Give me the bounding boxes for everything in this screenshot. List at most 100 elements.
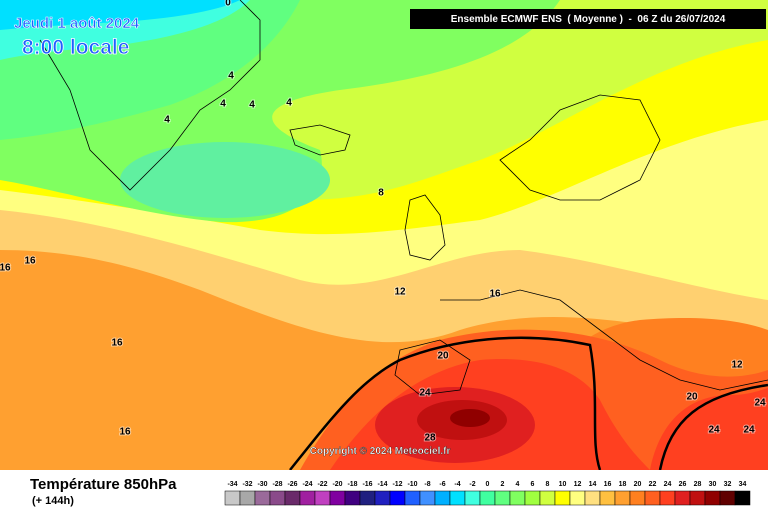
- scale-swatch: [569, 490, 586, 506]
- contour-label: 28: [424, 433, 436, 444]
- scale-label: -20: [332, 481, 342, 488]
- scale-label: 34: [739, 481, 747, 488]
- scale-label: -16: [362, 481, 372, 488]
- scale-swatch: [704, 490, 721, 506]
- scale-swatch: [344, 490, 361, 506]
- contour-label: 8: [378, 188, 384, 199]
- scale-label: -14: [377, 481, 387, 488]
- scale-label: 0: [486, 481, 490, 488]
- scale-swatch: [239, 490, 256, 506]
- scale-label: 12: [574, 481, 582, 488]
- scale-label: -10: [407, 481, 417, 488]
- scale-swatch: [404, 490, 421, 506]
- scale-label: 30: [709, 481, 717, 488]
- contour-label: 4: [286, 98, 292, 109]
- contour-label: 24: [708, 425, 720, 436]
- scale-swatch: [689, 490, 706, 506]
- contour-label: 16: [0, 263, 11, 274]
- scale-label: 10: [559, 481, 567, 488]
- scale-label: 24: [664, 481, 672, 488]
- scale-label: 28: [694, 481, 702, 488]
- footer-title: Température 850hPa: [30, 476, 177, 493]
- contour-label: 20: [437, 351, 449, 362]
- contour-label: 24: [743, 425, 755, 436]
- contour-label: 16: [24, 256, 36, 267]
- scale-label: -4: [454, 481, 460, 488]
- scale-swatch: [494, 490, 511, 506]
- scale-label: 2: [501, 481, 505, 488]
- scale-swatch: [329, 490, 346, 506]
- scale-label: -24: [302, 481, 312, 488]
- scale-label: -34: [227, 481, 237, 488]
- scale-label: -28: [272, 481, 282, 488]
- scale-swatch: [599, 490, 616, 506]
- scale-label: -8: [424, 481, 430, 488]
- scale-label: 16: [604, 481, 612, 488]
- scale-swatch: [539, 490, 556, 506]
- scale-swatch: [419, 490, 436, 506]
- contour-label: 0: [225, 0, 231, 9]
- scale-swatch: [299, 490, 316, 506]
- lead-time: (+ 144h): [32, 495, 74, 507]
- scale-swatch: [719, 490, 736, 506]
- scale-swatch: [734, 490, 751, 506]
- scale-label: 22: [649, 481, 657, 488]
- contour-label: 12: [731, 360, 743, 371]
- copyright: Copyright © 2024 Meteociel.fr: [310, 446, 451, 457]
- contour-label: 4: [220, 99, 226, 110]
- scale-label: -18: [347, 481, 357, 488]
- scale-swatch: [644, 490, 661, 506]
- contour-label: 4: [228, 71, 234, 82]
- scale-label: -2: [469, 481, 475, 488]
- contour-label: 24: [419, 388, 431, 399]
- coastlines: [39, 0, 768, 471]
- scale-label: 32: [724, 481, 732, 488]
- scale-label: 14: [589, 481, 597, 488]
- scale-swatch: [674, 490, 691, 506]
- scale-swatch: [389, 490, 406, 506]
- forecast-date: Jeudi 1 août 2024: [14, 15, 140, 32]
- scale-swatch: [314, 490, 331, 506]
- contour-label: 16: [119, 427, 131, 438]
- model-info-box: [410, 9, 766, 29]
- scale-label: -6: [439, 481, 445, 488]
- scale-label: 6: [531, 481, 535, 488]
- scale-swatch: [434, 490, 451, 506]
- scale-swatch: [374, 490, 391, 506]
- contour-label: 16: [489, 289, 501, 300]
- scale-swatch: [659, 490, 676, 506]
- scale-swatch: [284, 490, 301, 506]
- contour-label: 16: [111, 338, 123, 349]
- forecast-time: 8:00 locale: [22, 36, 129, 59]
- scale-label: 8: [546, 481, 550, 488]
- scale-label: 26: [679, 481, 687, 488]
- contour-labels: 0 4 4 4 4 4 8 16 16 12 16 16 20 24 16 28…: [0, 0, 767, 445]
- scale-label: 4: [516, 481, 520, 488]
- temperature-field: [0, 0, 768, 470]
- contour-label: 20: [686, 392, 698, 403]
- scale-label: -12: [392, 481, 402, 488]
- scale-swatch: [464, 490, 481, 506]
- scale-swatch: [359, 490, 376, 506]
- scale-swatch: [524, 490, 541, 506]
- scale-swatch: [584, 490, 601, 506]
- contour-label: 12: [394, 287, 406, 298]
- scale-swatch: [479, 490, 496, 506]
- scale-swatch: [449, 490, 466, 506]
- scale-label: -32: [242, 481, 252, 488]
- scale-swatch: [509, 490, 526, 506]
- contour-label: 4: [164, 115, 170, 126]
- scale-label: -30: [257, 481, 267, 488]
- color-scale: -34 -32 -30 -28 -26 -24 -22 -20 -18 -16 -14 -12 -10-…: [224, 481, 751, 506]
- model-info: Ensemble ECMWF ENS ( Moyenne ) - 06 Z du…: [451, 14, 726, 25]
- scale-label: 18: [619, 481, 627, 488]
- scale-swatch: [269, 490, 286, 506]
- scale-swatch: [554, 490, 571, 506]
- scale-label: -22: [317, 481, 327, 488]
- scale-swatch: [629, 490, 646, 506]
- scale-swatch: [254, 490, 271, 506]
- scale-swatch: [614, 490, 631, 506]
- scale-swatch: [224, 490, 241, 506]
- contour-label: 4: [249, 100, 255, 111]
